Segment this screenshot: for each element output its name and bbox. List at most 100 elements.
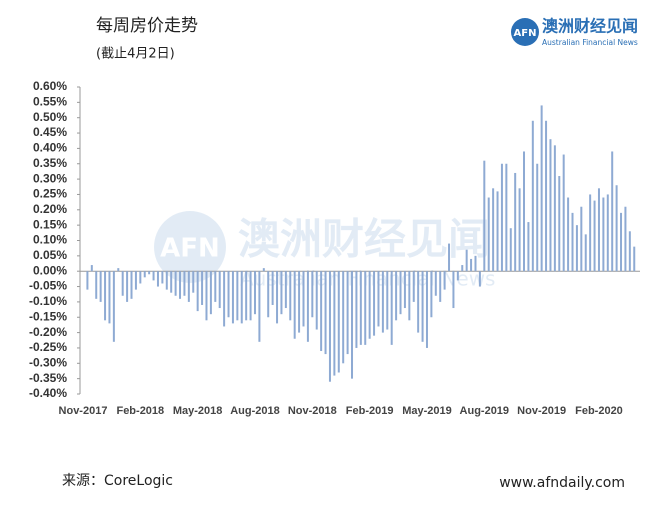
y-tick-label: -0.25%	[29, 340, 67, 354]
bar	[602, 197, 605, 272]
chart-subtitle: (截止4月2日)	[96, 47, 175, 62]
bar	[328, 271, 331, 382]
bar	[214, 271, 217, 302]
bar	[262, 268, 265, 272]
bar	[580, 206, 583, 272]
bar	[615, 185, 618, 272]
bar	[518, 188, 521, 272]
bar	[611, 151, 614, 272]
y-tick-label: 0.15%	[33, 217, 67, 231]
y-tick-label: 0.20%	[33, 202, 67, 216]
bar	[152, 271, 155, 281]
bar	[289, 271, 292, 321]
bar	[496, 191, 499, 272]
bar	[130, 271, 133, 299]
bar	[223, 271, 226, 327]
x-tick-label: Nov-2017	[59, 405, 108, 417]
bar	[593, 200, 596, 272]
x-tick-label: Feb-2020	[575, 405, 623, 417]
bar	[487, 197, 490, 272]
bar	[346, 271, 349, 355]
bar	[430, 271, 433, 318]
bar	[302, 271, 305, 327]
bar	[192, 271, 195, 293]
bar	[624, 206, 627, 272]
y-tick-label: -0.05%	[29, 279, 67, 293]
y-tick-label: 0.55%	[33, 95, 67, 109]
bar	[439, 271, 442, 302]
bar	[280, 271, 283, 315]
y-tick-label: -0.35%	[29, 371, 67, 385]
bar	[377, 271, 380, 327]
bar	[311, 271, 314, 318]
bar	[527, 222, 530, 272]
logo-english: Australian Financial News	[542, 38, 638, 47]
bar	[284, 271, 287, 309]
bar	[492, 188, 495, 272]
y-tick-label: 0.25%	[33, 187, 67, 201]
bar	[373, 271, 376, 336]
y-tick-label: -0.20%	[29, 325, 67, 339]
bar	[571, 212, 574, 272]
y-tick-label: -0.10%	[29, 294, 67, 308]
y-tick-label: -0.15%	[29, 309, 67, 323]
bar	[523, 151, 525, 272]
bar	[395, 271, 398, 321]
bar	[386, 271, 389, 330]
bar	[549, 139, 552, 272]
y-tick-label: 0.50%	[33, 110, 67, 124]
bar	[545, 120, 548, 272]
bar	[359, 271, 362, 345]
source: 来源：CoreLogic	[62, 473, 173, 489]
x-tick-label: May-2018	[173, 405, 223, 417]
bar	[567, 197, 570, 272]
bar	[245, 271, 248, 321]
y-tick-label: 0.00%	[33, 263, 67, 277]
bar	[258, 271, 261, 342]
bar	[540, 105, 543, 272]
y-tick-label: -0.40%	[29, 386, 67, 400]
x-tick-label: May-2019	[402, 405, 452, 417]
bar	[509, 228, 512, 272]
bar	[205, 271, 208, 321]
bar	[134, 271, 137, 290]
bar	[99, 271, 102, 302]
bar	[276, 271, 279, 324]
bar	[342, 271, 345, 364]
bar	[293, 271, 296, 339]
bar	[558, 176, 561, 272]
bar	[500, 163, 503, 272]
bar	[90, 265, 93, 272]
bar	[390, 271, 393, 345]
y-tick-label: 0.10%	[33, 233, 67, 247]
y-tick-label: -0.30%	[29, 355, 67, 369]
y-tick-label: 0.05%	[33, 248, 67, 262]
bar	[126, 271, 129, 302]
bar	[231, 271, 234, 324]
bar	[456, 271, 459, 281]
bar	[562, 154, 565, 272]
watermark-name: 澳洲财经见闻	[238, 215, 490, 264]
bar	[227, 271, 230, 318]
bar	[271, 271, 274, 305]
bar	[240, 271, 243, 324]
bar	[201, 271, 204, 305]
y-tick-label: 0.45%	[33, 125, 67, 139]
x-tick-label: Nov-2018	[288, 405, 337, 417]
bar	[408, 271, 411, 321]
bar	[196, 271, 199, 312]
bar	[218, 271, 221, 309]
y-tick-label: 0.60%	[33, 79, 67, 93]
logo-circle	[511, 18, 539, 46]
bar	[108, 271, 111, 324]
bar	[161, 271, 164, 284]
bar	[478, 271, 481, 287]
bar	[86, 271, 89, 290]
x-tick-label: Aug-2019	[460, 405, 510, 417]
bar	[148, 271, 151, 275]
bar	[165, 271, 168, 290]
bar	[553, 145, 556, 272]
x-tick-label: Feb-2019	[346, 405, 394, 417]
bar	[470, 258, 473, 272]
